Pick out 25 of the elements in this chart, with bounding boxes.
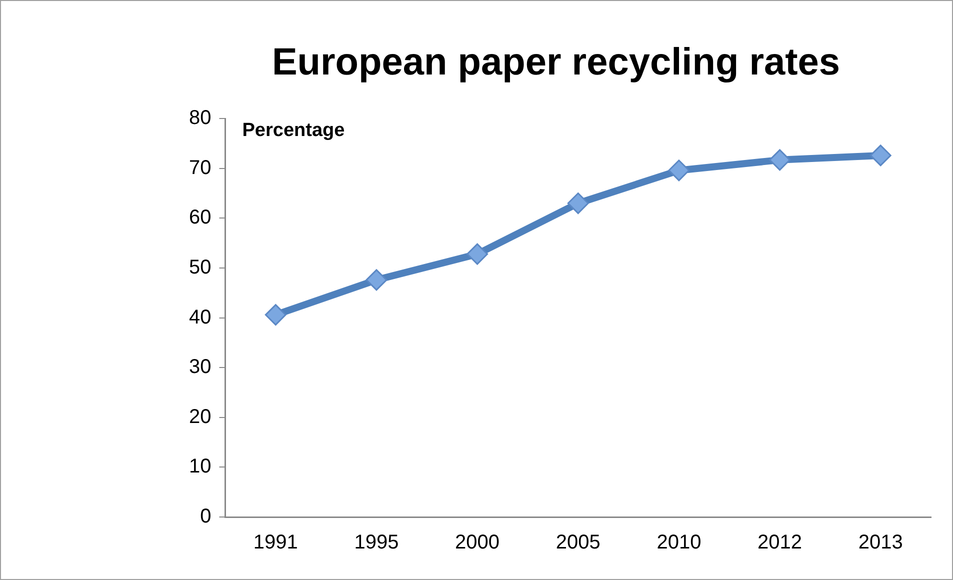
point — [769, 149, 791, 171]
x-tick-label: 2012 — [758, 532, 802, 554]
x-tick-label: 2010 — [656, 532, 702, 554]
y-tick-label: 20 — [188, 406, 212, 428]
y-tick-label: 50 — [188, 256, 212, 279]
point — [466, 243, 488, 265]
y-tick-label: 60 — [188, 206, 212, 229]
x-tick-label: 1991 — [253, 532, 298, 554]
point — [870, 144, 892, 166]
y-tick-label: 40 — [188, 306, 212, 328]
chart-title: European paper recycling rates — [272, 41, 840, 84]
point — [668, 160, 690, 182]
point — [567, 192, 589, 214]
y-axis-title: Percentage — [242, 120, 345, 141]
point — [264, 304, 286, 326]
y-tick-label: 70 — [188, 156, 212, 179]
point — [366, 269, 388, 291]
x-tick-label: 2005 — [556, 532, 600, 554]
y-tick-label: 0 — [200, 506, 212, 528]
y-tick-label: 10 — [188, 456, 212, 478]
x-tick-label: 1995 — [354, 532, 399, 554]
y-tick-label: 80 — [188, 107, 212, 130]
x-tick-label: 2013 — [858, 532, 903, 554]
y-tick-label: 30 — [188, 356, 212, 378]
x-tick-label: 2000 — [455, 532, 500, 554]
